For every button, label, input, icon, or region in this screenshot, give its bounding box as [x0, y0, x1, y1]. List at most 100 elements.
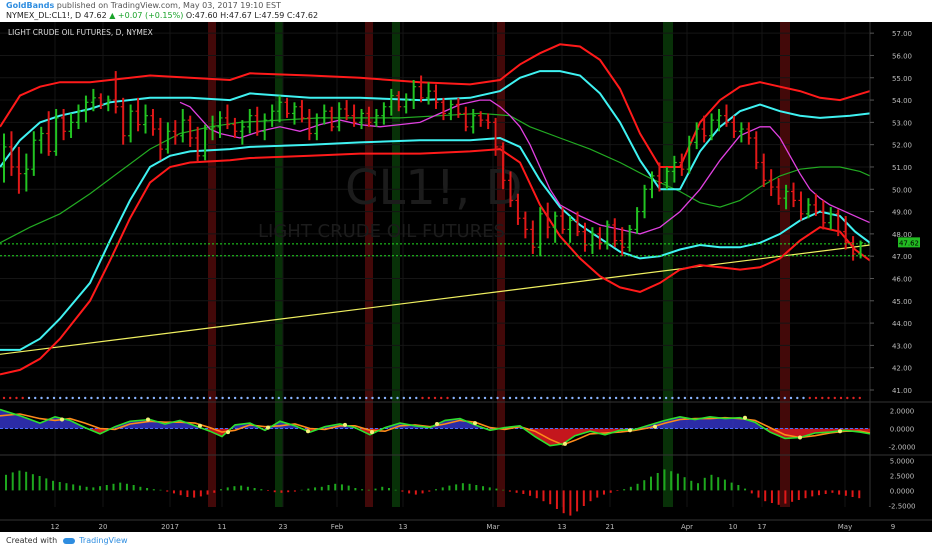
price-tick-label: 46.00 [892, 275, 912, 283]
signal-dot [177, 396, 181, 400]
signal-dot [458, 396, 462, 400]
tradingview-brand[interactable]: TradingView [79, 536, 128, 545]
price-tick-label: 44.00 [892, 320, 912, 328]
signal-dot [115, 396, 118, 400]
price-tick-label: 55.00 [892, 75, 912, 83]
price-levels [0, 243, 870, 257]
highlight-zone [392, 22, 400, 507]
chart-canvas[interactable]: CL1!, D LIGHT CRUDE OIL FUTURES 57.00 56.… [0, 22, 932, 532]
price-tick-label: 47.00 [892, 253, 912, 261]
band-lines [0, 43, 871, 376]
signal-dot [271, 396, 274, 400]
signal-dot [396, 396, 399, 400]
footer: Created with TradingView [0, 532, 932, 550]
time-tick-label: 21 [606, 523, 615, 531]
signal-dot [714, 396, 718, 400]
time-tick-label: Apr [681, 523, 693, 531]
signal-dot [677, 396, 680, 400]
last-price-box [898, 237, 920, 248]
signal-dot [452, 396, 455, 400]
signal-dot [639, 396, 643, 400]
signal-dot [96, 396, 99, 400]
chart-header: GoldBands published on TradingView.com, … [0, 0, 932, 22]
price-axis-bg [870, 22, 932, 532]
time-tick-label: May [838, 523, 852, 531]
signal-dot [265, 396, 268, 400]
histogram-tick-label: 5.0000 [890, 457, 915, 465]
price-tick-label: 57.00 [892, 30, 912, 38]
signal-dot [552, 396, 555, 400]
signal-dot [721, 396, 724, 400]
author-link[interactable]: GoldBands [6, 1, 55, 10]
signal-dot [777, 396, 780, 400]
signal-dot [2, 396, 6, 400]
signal-dot [315, 396, 318, 400]
signal-dot [758, 396, 761, 400]
short-ma-line [179, 99, 871, 235]
signal-dot [802, 396, 805, 400]
signal-dot [521, 396, 524, 400]
signal-dot [602, 396, 605, 400]
signal-dot [483, 396, 487, 400]
ohlc-values: O:47.60 H:47.67 L:47.59 C:47.62 [183, 11, 319, 20]
signal-dot [664, 396, 668, 400]
signal-dot-row [0, 396, 932, 403]
oscillator-cross-dot [563, 441, 567, 446]
signal-dot [46, 396, 49, 400]
signal-dot [352, 396, 355, 400]
oscillator-cross-dot [226, 430, 230, 435]
price-tick-label: 49.00 [892, 209, 912, 217]
time-tick-label: 10 [729, 523, 738, 531]
symbol-line: NYMEX_DL:CL1!, D 47.62 ▲ +0.07 (+0.15%) … [6, 11, 318, 20]
histogram-tick-label: 0.0000 [890, 487, 915, 495]
signal-dot [146, 396, 149, 400]
signal-dot [246, 396, 249, 400]
signal-dot [827, 396, 830, 400]
signal-dot [571, 396, 574, 400]
price-tick-label: 42.00 [892, 365, 912, 373]
signal-dot [496, 396, 499, 400]
price-tick-label: 53.00 [892, 119, 912, 127]
signal-dot [333, 396, 337, 400]
oscillator-cross-dot [370, 430, 374, 435]
signal-dot [627, 396, 630, 400]
signal-dot [127, 396, 131, 400]
signal-dot [683, 396, 687, 400]
signal-dot [15, 396, 18, 400]
trend-line [0, 244, 871, 355]
time-tick-label: 11 [218, 523, 227, 531]
price-tick-label: 45.00 [892, 298, 912, 306]
signal-dot [821, 396, 824, 400]
oscillator-negative-fill [0, 428, 870, 446]
signal-dot [277, 396, 280, 400]
signal-dot [796, 396, 799, 400]
signal-dot [109, 396, 112, 400]
highlight-zone [208, 22, 216, 507]
oscillator-tick-label: 2.0000 [890, 407, 915, 415]
signal-dot [596, 396, 599, 400]
oscillator-cross-dot [628, 428, 632, 433]
signal-dot [689, 396, 693, 400]
signal-dot [102, 396, 106, 400]
signal-dot [196, 396, 199, 400]
price-tick-label: 50.00 [892, 186, 912, 194]
time-tick-label: 13 [399, 523, 408, 531]
signal-dot [440, 396, 443, 400]
signal-dot [77, 396, 81, 400]
price-tick-label: 41.00 [892, 387, 912, 395]
signal-dot [808, 396, 811, 400]
oscillator-cross-dot [838, 429, 842, 434]
signal-dot [771, 396, 774, 400]
created-with: Created with TradingView [6, 536, 128, 545]
time-tick-label: 13 [558, 523, 567, 531]
signal-dot [846, 396, 849, 400]
signal-dot [614, 396, 618, 400]
signal-dot [746, 396, 749, 400]
signal-dot [727, 396, 730, 400]
symbol-watermark: CL1!, D [345, 160, 523, 216]
signal-dot [215, 396, 218, 400]
signal-dot [202, 396, 206, 400]
signal-dot [465, 396, 468, 400]
signal-dot [283, 396, 287, 400]
signal-dot [608, 396, 612, 400]
